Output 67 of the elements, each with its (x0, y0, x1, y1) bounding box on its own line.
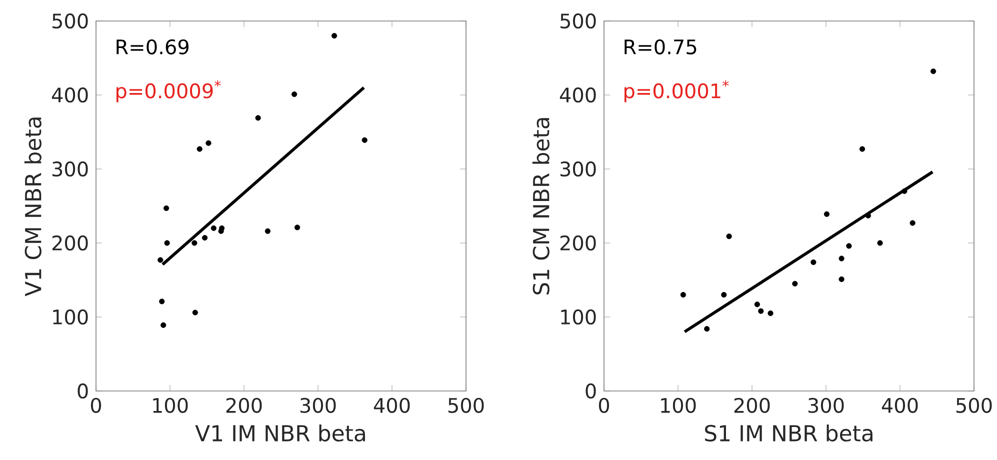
x-tick-label: 0 (90, 398, 102, 413)
x-axis-title: S1 IM NBR beta (705, 424, 872, 442)
point (264, 228, 270, 234)
y-tick-label: 200 (560, 235, 596, 251)
y-tick-label: 500 (52, 13, 88, 29)
y-tick-label: 500 (560, 13, 596, 29)
x-tick-label: 100 (661, 398, 696, 413)
point (164, 240, 170, 246)
point (754, 302, 760, 308)
point (164, 205, 170, 212)
point (910, 220, 916, 226)
point (331, 32, 338, 39)
point (158, 257, 164, 263)
y-tick-label: 0 (78, 383, 88, 399)
y-axis-title: S1 CM NBR beta (532, 118, 550, 294)
y-tick-label: 200 (52, 235, 88, 251)
annotation: R=0.69 (116, 39, 188, 54)
y-tick-label: 100 (53, 309, 88, 325)
x-axis-title: V1 IM NBR beta (195, 424, 365, 442)
x-tick-label: 200 (734, 398, 770, 413)
x-tick-label: 100 (153, 398, 188, 413)
y-axis-title: V1 CM NBR beta (24, 118, 42, 296)
x-tick-label: 300 (808, 398, 844, 413)
point (160, 322, 166, 328)
point (846, 243, 852, 249)
x-tick-label: 0 (598, 398, 610, 413)
point (902, 188, 908, 194)
x-tick-label: 400 (882, 398, 918, 413)
y-tick-label: 400 (52, 87, 88, 103)
annotation: R=0.75 (624, 39, 696, 54)
point (680, 292, 686, 298)
point (294, 224, 300, 230)
y-tick-label: 400 (560, 87, 596, 103)
point (704, 326, 710, 332)
point (159, 298, 165, 304)
point (792, 280, 798, 286)
x-tick-label: 300 (300, 398, 336, 413)
point (292, 91, 298, 98)
annotation: p=0.0009$^{*}$ (116, 80, 221, 102)
point (192, 240, 198, 246)
x-tick-label: 500 (956, 398, 992, 413)
y-tick-label: 300 (560, 161, 596, 177)
point (192, 310, 198, 316)
point (877, 240, 883, 246)
point (838, 276, 844, 282)
point (721, 292, 727, 298)
point (838, 256, 844, 262)
x-tick-label: 400 (374, 398, 410, 413)
point (202, 235, 208, 241)
point (206, 140, 212, 146)
x-tick-label: 500 (448, 398, 484, 413)
y-tick-label: 100 (561, 309, 596, 325)
point (196, 146, 202, 152)
point (362, 137, 368, 143)
y-tick-label: 300 (52, 161, 88, 177)
point (255, 115, 261, 121)
point (210, 225, 216, 231)
y-tick-label: 0 (586, 383, 596, 399)
point (726, 234, 732, 240)
point (859, 146, 866, 152)
point (824, 211, 830, 217)
point (930, 68, 936, 74)
x-tick-label: 200 (226, 398, 262, 413)
point (768, 310, 774, 316)
point (810, 259, 816, 266)
annotation: p=0.0001$^{*}$ (624, 80, 729, 102)
point (758, 308, 764, 314)
